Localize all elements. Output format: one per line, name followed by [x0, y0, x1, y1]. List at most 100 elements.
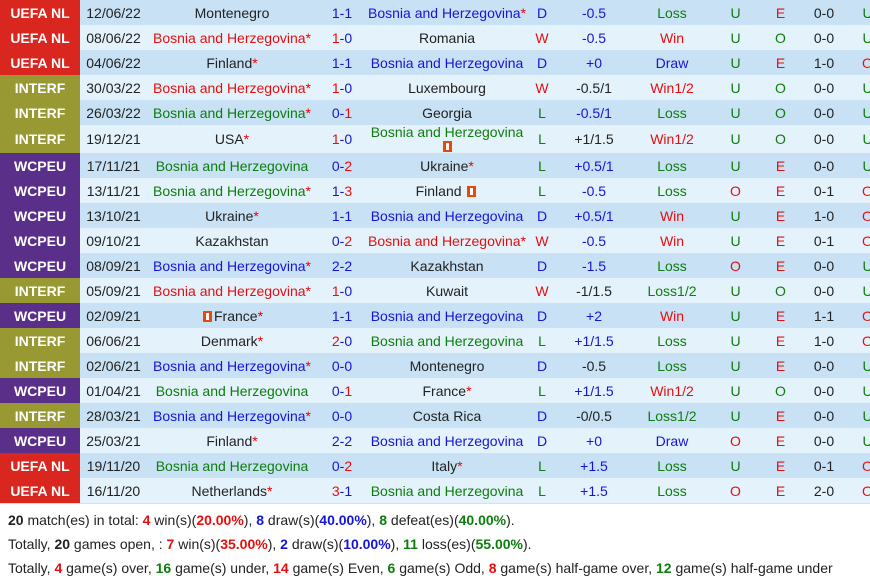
competition-badge[interactable]: WCPEU	[0, 253, 80, 278]
away-team[interactable]: Luxembourg	[367, 75, 527, 100]
home-team-name[interactable]: Montenegro	[194, 4, 270, 21]
home-team[interactable]: Finland*	[147, 50, 317, 75]
table-row[interactable]: WCPEU 09/10/21 Kazakhstan 0-2 Bosnia and Her…	[0, 228, 870, 253]
score[interactable]: 0-1	[317, 100, 367, 125]
score[interactable]: 1-0	[317, 75, 367, 100]
home-team[interactable]: Bosnia and Herzegovina	[147, 153, 317, 178]
table-row[interactable]: UEFA NL 04/06/22 Finland* 1-1 Bosnia and Her…	[0, 50, 870, 75]
competition-badge[interactable]: WCPEU	[0, 378, 80, 403]
away-team[interactable]: Bosnia and Herzegovina	[367, 328, 527, 353]
table-row[interactable]: UEFA NL 08/06/22 Bosnia and Herzegovina* 1-…	[0, 25, 870, 50]
home-team[interactable]: Bosnia and Herzegovina*	[147, 100, 317, 125]
away-team[interactable]: France*	[367, 378, 527, 403]
table-row[interactable]: INTERF 28/03/21 Bosnia and Herzegovina* 0-0…	[0, 403, 870, 428]
home-team-name[interactable]: Bosnia and Herzegovina	[155, 457, 309, 474]
home-team[interactable]: Bosnia and Herzegovina*	[147, 353, 317, 378]
score[interactable]: 2-2	[317, 428, 367, 453]
home-team-name[interactable]: Ukraine	[205, 207, 254, 224]
home-team-name[interactable]: Bosnia and Herzegovina	[153, 257, 306, 274]
table-row[interactable]: WCPEU 13/10/21 Ukraine* 1-1 Bosnia and Herze…	[0, 203, 870, 228]
home-team-name[interactable]: Bosnia and Herzegovina	[153, 357, 306, 374]
home-team[interactable]: Bosnia and Herzegovina*	[147, 75, 317, 100]
table-row[interactable]: UEFA NL 16/11/20 Netherlands* 3-1 Bosnia and…	[0, 478, 870, 503]
away-team-name[interactable]: Montenegro	[409, 357, 485, 374]
score[interactable]: 1-1	[317, 303, 367, 328]
table-row[interactable]: WCPEU 02/09/21 France* 1-1 Bosnia and Herzeg…	[0, 303, 870, 328]
score[interactable]: 1-1	[317, 50, 367, 75]
score[interactable]: 3-1	[317, 478, 367, 503]
competition-badge[interactable]: INTERF	[0, 75, 80, 100]
home-team-name[interactable]: Netherlands	[191, 482, 268, 499]
away-team-name[interactable]: Finland	[415, 182, 462, 199]
home-team-name[interactable]: Bosnia and Herzegovina	[153, 79, 306, 96]
home-team[interactable]: Kazakhstan	[147, 228, 317, 253]
home-team-name[interactable]: Finland	[206, 432, 253, 449]
table-row[interactable]: UEFA NL 19/11/20 Bosnia and Herzegovina 0-2…	[0, 453, 870, 478]
home-team[interactable]: Bosnia and Herzegovina*	[147, 25, 317, 50]
away-team-name[interactable]: Bosnia and Herzegovina	[370, 482, 524, 499]
away-team-name[interactable]: Italy	[431, 457, 458, 474]
home-team-name[interactable]: Bosnia and Herzegovina	[155, 382, 309, 399]
table-row[interactable]: INTERF 06/06/21 Denmark* 2-0 Bosnia and Herz…	[0, 328, 870, 353]
score[interactable]: 2-0	[317, 328, 367, 353]
score[interactable]: 2-2	[317, 253, 367, 278]
away-team[interactable]: Kazakhstan	[367, 253, 527, 278]
away-team[interactable]: Georgia	[367, 100, 527, 125]
away-team-name[interactable]: Bosnia and Herzegovina	[370, 332, 524, 349]
competition-badge[interactable]: INTERF	[0, 125, 80, 153]
table-row[interactable]: UEFA NL 12/06/22 Montenegro 1-1 Bosnia and H…	[0, 0, 870, 25]
away-team[interactable]: Bosnia and Herzegovina*	[367, 0, 527, 25]
home-team[interactable]: Bosnia and Herzegovina	[147, 378, 317, 403]
home-team[interactable]: USA*	[147, 125, 317, 153]
competition-badge[interactable]: UEFA NL	[0, 25, 80, 50]
table-row[interactable]: INTERF 02/06/21 Bosnia and Herzegovina* 0-0…	[0, 353, 870, 378]
table-row[interactable]: INTERF 05/09/21 Bosnia and Herzegovina* 1-0…	[0, 278, 870, 303]
away-team[interactable]: Bosnia and Herzegovina	[367, 203, 527, 228]
competition-badge[interactable]: INTERF	[0, 328, 80, 353]
home-team[interactable]: Bosnia and Herzegovina*	[147, 403, 317, 428]
away-team-name[interactable]: Bosnia and Herzegovina	[370, 207, 524, 224]
home-team-name[interactable]: USA	[214, 131, 244, 147]
competition-badge[interactable]: UEFA NL	[0, 0, 80, 25]
score[interactable]: 0-2	[317, 228, 367, 253]
table-row[interactable]: INTERF 19/12/21 USA* 1-0 Bosnia and Herzegov…	[0, 125, 870, 153]
table-row[interactable]: WCPEU 25/03/21 Finland* 2-2 Bosnia and Herze…	[0, 428, 870, 453]
home-team-name[interactable]: Kazakhstan	[195, 232, 269, 249]
competition-badge[interactable]: WCPEU	[0, 303, 80, 328]
away-team[interactable]: Italy*	[367, 453, 527, 478]
away-team[interactable]: Costa Rica	[367, 403, 527, 428]
home-team-name[interactable]: Denmark	[200, 332, 258, 349]
away-team-name[interactable]: Bosnia and Herzegovina	[370, 307, 524, 324]
away-team-name[interactable]: Ukraine	[420, 157, 469, 174]
table-row[interactable]: WCPEU 17/11/21 Bosnia and Herzegovina 0-2 Uk…	[0, 153, 870, 178]
away-team-name[interactable]: Romania	[418, 29, 476, 46]
home-team[interactable]: Bosnia and Herzegovina*	[147, 178, 317, 203]
home-team[interactable]: Netherlands*	[147, 478, 317, 503]
away-team-name[interactable]: Costa Rica	[412, 407, 482, 424]
score[interactable]: 0-2	[317, 153, 367, 178]
score[interactable]: 0-0	[317, 353, 367, 378]
home-team[interactable]: Finland*	[147, 428, 317, 453]
competition-badge[interactable]: INTERF	[0, 353, 80, 378]
home-team-name[interactable]: Bosnia and Herzegovina	[153, 182, 306, 199]
away-team-name[interactable]: Luxembourg	[408, 79, 486, 96]
home-team-name[interactable]: Bosnia and Herzegovina	[155, 157, 309, 174]
score[interactable]: 0-1	[317, 378, 367, 403]
home-team-name[interactable]: Bosnia and Herzegovina	[153, 407, 306, 424]
home-team[interactable]: Bosnia and Herzegovina*	[147, 278, 317, 303]
away-team[interactable]: Finland	[367, 178, 527, 203]
home-team-name[interactable]: Bosnia and Herzegovina	[153, 104, 306, 121]
score[interactable]: 1-3	[317, 178, 367, 203]
away-team-name[interactable]: Kazakhstan	[410, 257, 484, 274]
competition-badge[interactable]: UEFA NL	[0, 50, 80, 75]
home-team-name[interactable]: France	[213, 307, 258, 324]
away-team[interactable]: Romania	[367, 25, 527, 50]
away-team-name[interactable]: Georgia	[422, 104, 472, 121]
table-row[interactable]: INTERF 30/03/22 Bosnia and Herzegovina* 1-0…	[0, 75, 870, 100]
competition-badge[interactable]: WCPEU	[0, 228, 80, 253]
competition-badge[interactable]: WCPEU	[0, 203, 80, 228]
competition-badge[interactable]: INTERF	[0, 403, 80, 428]
home-team[interactable]: Bosnia and Herzegovina*	[147, 253, 317, 278]
score[interactable]: 1-0	[317, 25, 367, 50]
score[interactable]: 1-1	[317, 0, 367, 25]
